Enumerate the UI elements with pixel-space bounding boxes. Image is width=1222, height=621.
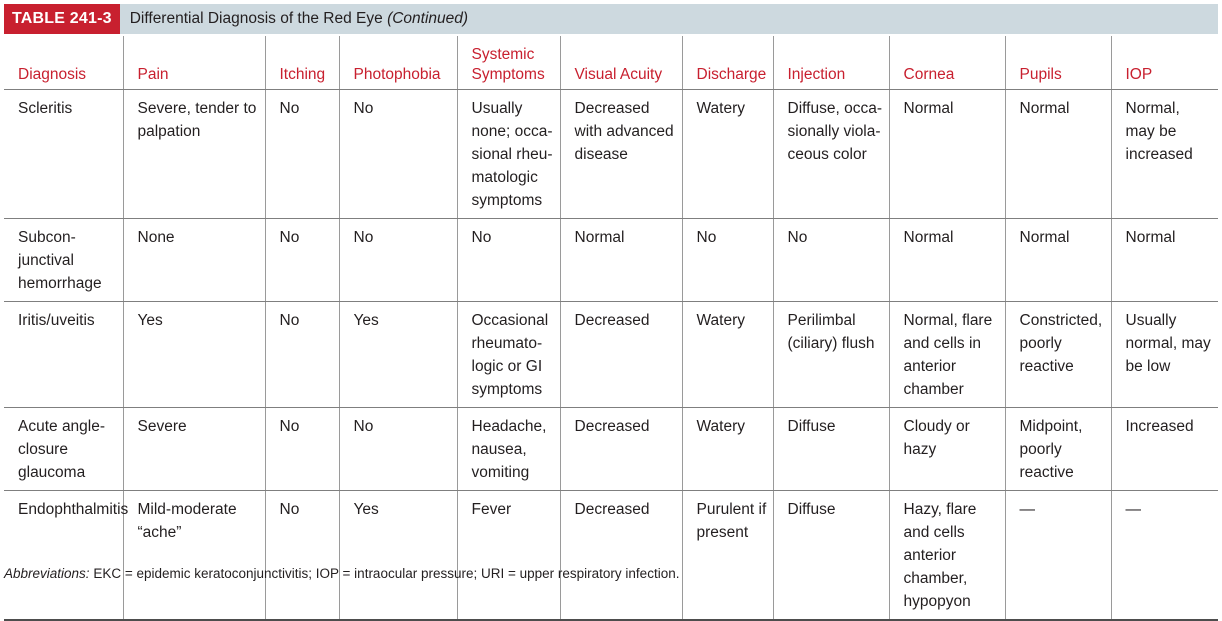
table-row: Iritis/uveitis Yes No Yes Occasional rhe… <box>4 301 1218 408</box>
cell-injection: Diffuse, occa-sionally viola-ceous color <box>772 89 889 219</box>
cell-injection: Diffuse <box>772 490 889 621</box>
cell-diagnosis: Scleritis <box>4 89 123 219</box>
col-header-itching: Itching <box>264 36 339 90</box>
cell-diagnosis: Acute angle-closure glaucoma <box>4 407 123 491</box>
cell-pupils: — <box>1004 490 1111 621</box>
cell-discharge: Watery <box>681 301 773 408</box>
col-header-pupils: Pupils <box>1004 36 1111 90</box>
cell-pain: Severe, tender to palpation <box>122 89 265 219</box>
table-title: Differential Diagnosis of the Red Eye (C… <box>130 10 468 28</box>
col-header-visual-acuity: Visual Acuity <box>559 36 682 90</box>
differential-diagnosis-table: Diagnosis Pain Itching Photophobia Syste… <box>4 36 1218 621</box>
cell-diagnosis: Subcon-junctival hemorrhage <box>4 218 123 302</box>
cell-cornea: Hazy, flare and cells anterior chamber, … <box>888 490 1005 621</box>
cell-pain: Yes <box>122 301 265 408</box>
cell-visual-acuity: Decreased <box>559 407 682 491</box>
cell-systemic-symptoms: Usually none; occa-sional rheu-matologic… <box>456 89 560 219</box>
cell-cornea: Normal <box>888 89 1005 219</box>
cell-pupils: Normal <box>1004 89 1111 219</box>
cell-systemic-symptoms: No <box>456 218 560 302</box>
cell-iop: — <box>1110 490 1218 621</box>
col-header-diagnosis: Diagnosis <box>4 36 123 90</box>
cell-itching: No <box>264 301 339 408</box>
cell-discharge: No <box>681 218 773 302</box>
cell-photophobia: No <box>338 218 457 302</box>
cell-itching: No <box>264 407 339 491</box>
cell-visual-acuity: Decreased <box>559 490 682 621</box>
cell-pupils: Normal <box>1004 218 1111 302</box>
footnote-label: Abbreviations: <box>4 566 90 581</box>
table-title-bar: TABLE 241-3 Differential Diagnosis of th… <box>4 4 1218 34</box>
cell-diagnosis: Iritis/uveitis <box>4 301 123 408</box>
col-header-injection: Injection <box>772 36 889 90</box>
cell-injection: Diffuse <box>772 407 889 491</box>
cell-visual-acuity: Decreased <box>559 301 682 408</box>
footnote-text: EKC = epidemic keratoconjunctivitis; IOP… <box>89 566 680 581</box>
table-row: Endophthalmitis Mild-moderate “ache” No … <box>4 490 1218 621</box>
cell-iop: Normal <box>1110 218 1218 302</box>
col-header-iop: IOP <box>1110 36 1218 90</box>
cell-diagnosis: Endophthalmitis <box>4 490 128 621</box>
cell-photophobia: No <box>338 407 457 491</box>
cell-iop: Normal, may be increased <box>1110 89 1218 219</box>
cell-systemic-symptoms: Occasional rheumato-logic or GI symptoms <box>456 301 560 408</box>
table-row: Acute angle-closure glaucoma Severe No N… <box>4 407 1218 491</box>
cell-systemic-symptoms: Fever <box>456 490 560 621</box>
cell-systemic-symptoms: Headache, nausea, vomiting <box>456 407 560 491</box>
cell-discharge: Purulent if present <box>681 490 773 621</box>
cell-discharge: Watery <box>681 89 773 219</box>
table-title-text: Differential Diagnosis of the Red Eye <box>129 10 383 27</box>
cell-itching: No <box>264 490 339 621</box>
cell-iop: Increased <box>1110 407 1218 491</box>
cell-cornea: Cloudy or hazy <box>888 407 1005 491</box>
cell-cornea: Normal <box>888 218 1005 302</box>
cell-photophobia: Yes <box>338 301 457 408</box>
col-header-photophobia: Photophobia <box>338 36 457 90</box>
cell-iop: Usually normal, may be low <box>1110 301 1218 408</box>
cell-cornea: Normal, flare and cells in anterior cham… <box>888 301 1005 408</box>
cell-itching: No <box>264 89 339 219</box>
col-header-discharge: Discharge <box>681 36 773 90</box>
cell-pupils: Constricted, poorly reactive <box>1004 301 1111 408</box>
table-row: Subcon-junctival hemorrhage None No No N… <box>4 218 1218 302</box>
cell-pain: Mild-moderate “ache” <box>122 490 265 621</box>
col-header-pain: Pain <box>122 36 265 90</box>
cell-injection: Perilimbal (ciliary) flush <box>772 301 889 408</box>
cell-pain: None <box>122 218 265 302</box>
col-header-systemic-symptoms: Systemic Symptoms <box>456 36 560 90</box>
table-number-badge: TABLE 241-3 <box>4 4 120 34</box>
cell-visual-acuity: Normal <box>559 218 682 302</box>
table-title-suffix: (Continued) <box>387 10 469 27</box>
cell-photophobia: No <box>338 89 457 219</box>
cell-visual-acuity: Decreased with advanced disease <box>559 89 682 219</box>
cell-discharge: Watery <box>681 407 773 491</box>
abbreviations-footnote: Abbreviations: EKC = epidemic keratoconj… <box>4 566 679 581</box>
col-header-cornea: Cornea <box>888 36 1005 90</box>
cell-pupils: Midpoint, poorly reactive <box>1004 407 1111 491</box>
header-row: Diagnosis Pain Itching Photophobia Syste… <box>4 36 1218 90</box>
cell-pain: Severe <box>122 407 265 491</box>
table-row: Scleritis Severe, tender to palpation No… <box>4 89 1218 219</box>
cell-photophobia: Yes <box>338 490 457 621</box>
cell-injection: No <box>772 218 889 302</box>
cell-itching: No <box>264 218 339 302</box>
